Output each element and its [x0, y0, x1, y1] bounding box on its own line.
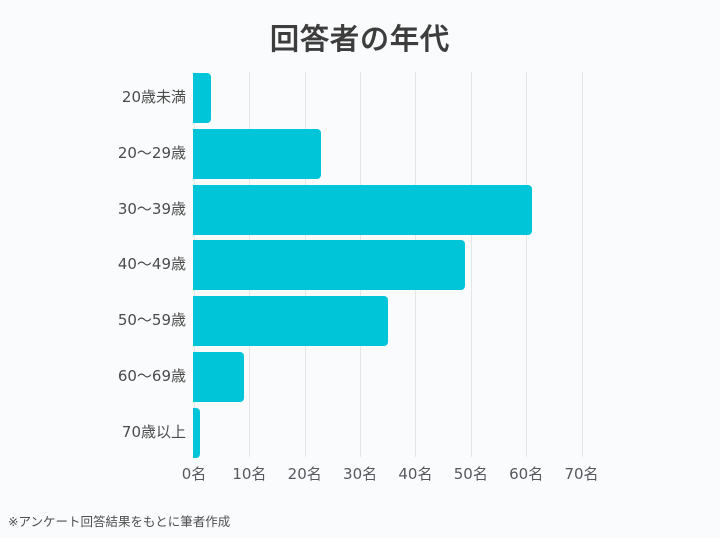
category-label: 20〜29歳	[117, 143, 186, 162]
bar-row: 40〜49歳	[0, 239, 720, 295]
bar-20〜29歳	[193, 128, 322, 179]
x-tick-label: 0名	[181, 465, 207, 483]
x-tick-label: 40名	[398, 465, 433, 483]
category-label: 60〜69歳	[117, 367, 186, 386]
x-tick-label: 50名	[453, 465, 488, 483]
x-tick-label: 70名	[564, 465, 599, 483]
bar-row: 30〜39歳	[0, 184, 720, 240]
x-tick-label: 60名	[509, 465, 544, 483]
bar-row: 70歳以上	[0, 407, 720, 463]
bar-40〜49歳	[193, 240, 466, 291]
x-tick-label: 10名	[232, 465, 267, 483]
category-label: 30〜39歳	[117, 199, 186, 218]
bar-30〜39歳	[193, 184, 532, 235]
bar-row: 20〜29歳	[0, 128, 720, 184]
bar-60〜69歳	[193, 352, 244, 403]
bar-20歳未満	[193, 73, 211, 123]
category-label: 50〜59歳	[117, 311, 186, 330]
bar-70歳以上	[193, 407, 200, 458]
category-label: 20歳未満	[121, 88, 186, 106]
chart-title: 回答者の年代	[269, 22, 450, 56]
category-label: 40〜49歳	[117, 255, 186, 274]
plot-area: 20歳未満 20〜29歳 30〜39歳 40〜49歳 50〜59歳 60〜69歳 70歳以上	[0, 72, 720, 458]
bar-50〜59歳	[193, 296, 388, 347]
gridline-70名	[581, 72, 583, 457]
gridline-50名	[470, 72, 472, 457]
gridline-60名	[526, 72, 528, 457]
bar-row: 60〜69歳	[0, 351, 720, 407]
bar-row: 50〜59歳	[0, 295, 720, 351]
x-tick-label: 30名	[343, 465, 378, 483]
x-tick-label: 20名	[287, 465, 322, 483]
footnote: ※アンケート回答結果をもとに筆者作成	[8, 514, 231, 529]
category-label: 70歳以上	[121, 422, 186, 441]
x-axis: 0名 10名 20名 30名 40名 50名 60名 70名	[0, 463, 720, 485]
bar-row: 20歳未満	[0, 72, 720, 128]
